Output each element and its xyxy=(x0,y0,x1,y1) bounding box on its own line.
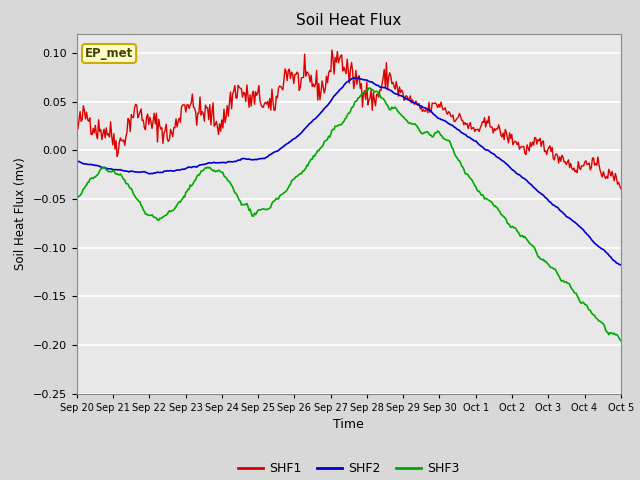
SHF3 xyxy=(617,337,625,343)
SHF1 xyxy=(605,167,612,172)
Title: Soil Heat Flux: Soil Heat Flux xyxy=(296,13,401,28)
SHF2 xyxy=(617,262,625,267)
SHF1 xyxy=(336,56,344,62)
SHF2 xyxy=(352,75,360,81)
SHF1 xyxy=(520,144,527,149)
SHF2 xyxy=(73,158,81,164)
SHF1 xyxy=(369,108,376,113)
SHF1 xyxy=(398,87,406,93)
X-axis label: Time: Time xyxy=(333,418,364,431)
SHF1 xyxy=(328,47,336,53)
SHF3 xyxy=(605,332,612,337)
SHF3 xyxy=(520,235,527,240)
Legend: SHF1, SHF2, SHF3: SHF1, SHF2, SHF3 xyxy=(234,457,464,480)
Line: SHF3: SHF3 xyxy=(77,88,621,340)
SHF1 xyxy=(617,186,625,192)
SHF2 xyxy=(335,88,342,94)
SHF2 xyxy=(332,92,339,98)
SHF3 xyxy=(335,122,342,128)
SHF2 xyxy=(616,262,623,267)
Line: SHF1: SHF1 xyxy=(77,50,621,189)
SHF1 xyxy=(73,125,81,131)
SHF3 xyxy=(365,85,373,91)
SHF2 xyxy=(605,252,612,258)
SHF3 xyxy=(332,123,339,129)
SHF2 xyxy=(520,175,527,181)
SHF3 xyxy=(73,193,81,199)
SHF1 xyxy=(332,60,340,65)
Y-axis label: Soil Heat Flux (mv): Soil Heat Flux (mv) xyxy=(14,157,28,270)
SHF3 xyxy=(369,87,376,93)
Text: EP_met: EP_met xyxy=(85,47,133,60)
SHF2 xyxy=(398,93,406,99)
SHF3 xyxy=(398,113,406,119)
SHF2 xyxy=(369,79,376,85)
Line: SHF2: SHF2 xyxy=(77,78,621,264)
